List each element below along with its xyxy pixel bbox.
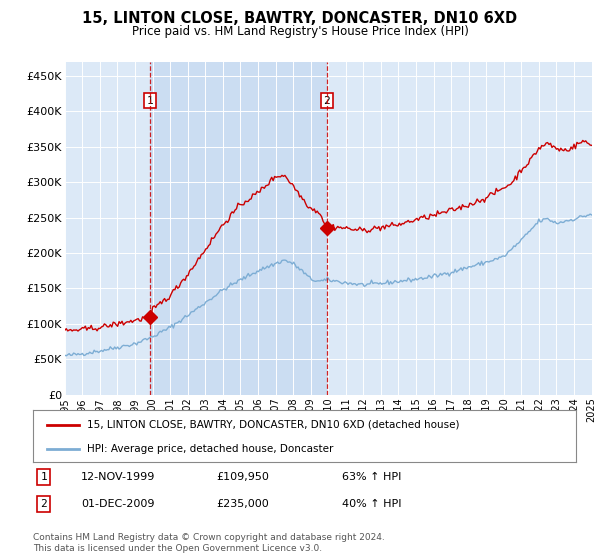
Text: 2: 2 <box>40 499 47 509</box>
Text: 01-DEC-2009: 01-DEC-2009 <box>81 499 155 509</box>
Text: 15, LINTON CLOSE, BAWTRY, DONCASTER, DN10 6XD (detached house): 15, LINTON CLOSE, BAWTRY, DONCASTER, DN1… <box>88 420 460 430</box>
Text: £109,950: £109,950 <box>216 472 269 482</box>
Text: 12-NOV-1999: 12-NOV-1999 <box>81 472 155 482</box>
Text: HPI: Average price, detached house, Doncaster: HPI: Average price, detached house, Donc… <box>88 444 334 454</box>
Text: 15, LINTON CLOSE, BAWTRY, DONCASTER, DN10 6XD: 15, LINTON CLOSE, BAWTRY, DONCASTER, DN1… <box>82 11 518 26</box>
Text: 63% ↑ HPI: 63% ↑ HPI <box>342 472 401 482</box>
Text: Price paid vs. HM Land Registry's House Price Index (HPI): Price paid vs. HM Land Registry's House … <box>131 25 469 38</box>
Text: 1: 1 <box>147 96 154 106</box>
Bar <box>151 62 327 395</box>
Text: £235,000: £235,000 <box>216 499 269 509</box>
Text: 2: 2 <box>323 96 330 106</box>
Text: Contains HM Land Registry data © Crown copyright and database right 2024.
This d: Contains HM Land Registry data © Crown c… <box>33 534 385 553</box>
Text: 1: 1 <box>40 472 47 482</box>
Text: 40% ↑ HPI: 40% ↑ HPI <box>342 499 401 509</box>
